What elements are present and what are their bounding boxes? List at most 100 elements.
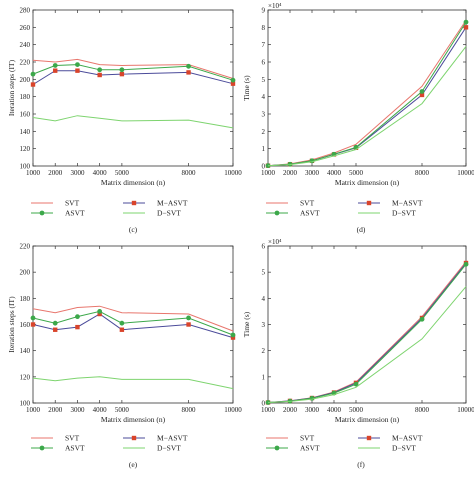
series-line [267, 262, 467, 403]
legend-label: SVT [300, 434, 315, 443]
series-line [267, 261, 467, 403]
series-line [32, 376, 234, 390]
legend-label: SVT [65, 199, 80, 208]
series-line [267, 286, 467, 403]
legend-label: ASVT [65, 444, 85, 453]
y-tick-label: 4 [262, 93, 266, 101]
data-point [52, 63, 58, 68]
data-point [97, 311, 102, 317]
y-tick-label: 140 [20, 128, 31, 136]
y-tick-label: 3 [262, 111, 266, 119]
data-point [52, 320, 58, 326]
x-tick-label: 1000 [26, 406, 41, 414]
panel-caption: (f) [357, 460, 365, 469]
data-point [30, 322, 36, 327]
x-tick-label: 5000 [349, 406, 364, 414]
chart-panel-f: 0 1 2 3 4 5 6 1000 2000 3000 4000 5000 8000 10000 Matr… [242, 238, 474, 469]
data-point [30, 315, 36, 321]
data-point [186, 322, 191, 327]
x-tick-label: 3000 [305, 169, 320, 177]
y-tick-label: 120 [20, 145, 31, 153]
panel-caption: (d) [357, 225, 366, 234]
data-point [186, 63, 191, 69]
data-point [463, 19, 469, 25]
x-tick-label: 10000 [457, 169, 474, 177]
y-tick-label: 1 [262, 145, 266, 153]
legend-label: M−ASVT [157, 199, 188, 208]
chart-panel-c: 100 120 140 160 180 200 220 240 260 280 1000 2000 30… [7, 7, 242, 235]
data-point [53, 327, 58, 332]
y-tick-label: 180 [20, 295, 31, 303]
y-tick-label: 100 [20, 163, 31, 171]
y-tick-label: 0 [262, 163, 266, 171]
data-point [463, 25, 469, 30]
y-tick-label: 160 [20, 321, 31, 329]
series-line [32, 305, 234, 332]
data-point [419, 92, 425, 98]
data-point [186, 70, 191, 75]
legend-marker [39, 445, 45, 451]
data-point [230, 81, 236, 86]
x-tick-label: 2000 [48, 406, 63, 414]
x-tick-label: 5000 [115, 169, 130, 177]
legend-label: M−ASVT [392, 199, 423, 208]
data-point [97, 67, 103, 73]
y-tick-label: 220 [20, 59, 31, 67]
data-point [230, 335, 236, 340]
data-point [353, 381, 359, 387]
legend-label: M−ASVT [392, 434, 423, 443]
legend-label: ASVT [65, 209, 85, 218]
data-point [75, 324, 80, 330]
legend-label: SVT [65, 434, 80, 443]
y-tick-label: 1 [262, 373, 266, 381]
legend-label: D−SVT [157, 209, 181, 218]
legend-marker [274, 210, 280, 216]
series-line [32, 115, 234, 129]
y-axis-label: Time (s) [242, 311, 251, 337]
x-tick-label: 4000 [327, 406, 342, 414]
y-tick-label: 2 [262, 347, 266, 355]
y-tick-label: 280 [20, 7, 31, 15]
x-axis-label: Matrix dimension (n) [335, 415, 400, 424]
legend-label: D−SVT [392, 444, 416, 453]
series-line [267, 21, 467, 167]
x-tick-label: 8000 [182, 169, 197, 177]
x-tick-label: 3000 [70, 406, 85, 414]
data-point [30, 71, 36, 77]
legend-marker [366, 200, 372, 206]
y-tick-label: 6 [262, 243, 266, 251]
x-tick-label: 1000 [261, 169, 276, 177]
series-line [32, 313, 234, 339]
x-tick-label: 5000 [349, 169, 364, 177]
y-tick-label: 0 [262, 400, 266, 408]
panel-caption: (e) [129, 460, 138, 469]
data-point [75, 68, 80, 73]
data-point [419, 316, 425, 322]
data-point [119, 327, 125, 332]
x-axis-label: Matrix dimension (n) [101, 178, 166, 187]
y-tick-label: 9 [262, 7, 266, 15]
x-tick-label: 3000 [305, 406, 320, 414]
data-point [463, 261, 469, 267]
x-tick-label: 8000 [415, 406, 430, 414]
data-point [119, 320, 125, 326]
x-tick-label: 8000 [182, 406, 197, 414]
y-scale-note: ×10⁴ [268, 238, 282, 246]
y-tick-label: 5 [262, 269, 266, 277]
x-axis-label: Matrix dimension (n) [101, 415, 166, 424]
legend-label: ASVT [300, 209, 320, 218]
legend-label: D−SVT [157, 444, 181, 453]
x-tick-label: 10000 [224, 406, 242, 414]
x-tick-label: 4000 [327, 169, 342, 177]
series-line [32, 310, 234, 336]
data-point [30, 82, 36, 87]
y-tick-label: 5 [262, 76, 266, 84]
y-tick-label: 2 [262, 128, 266, 136]
y-tick-label: 200 [20, 269, 31, 277]
data-point [75, 314, 80, 320]
series-line [32, 70, 234, 85]
x-tick-label: 1000 [26, 169, 41, 177]
y-axis-label: Time (s) [242, 75, 251, 101]
x-tick-label: 2000 [48, 169, 63, 177]
legend-marker [131, 435, 137, 441]
